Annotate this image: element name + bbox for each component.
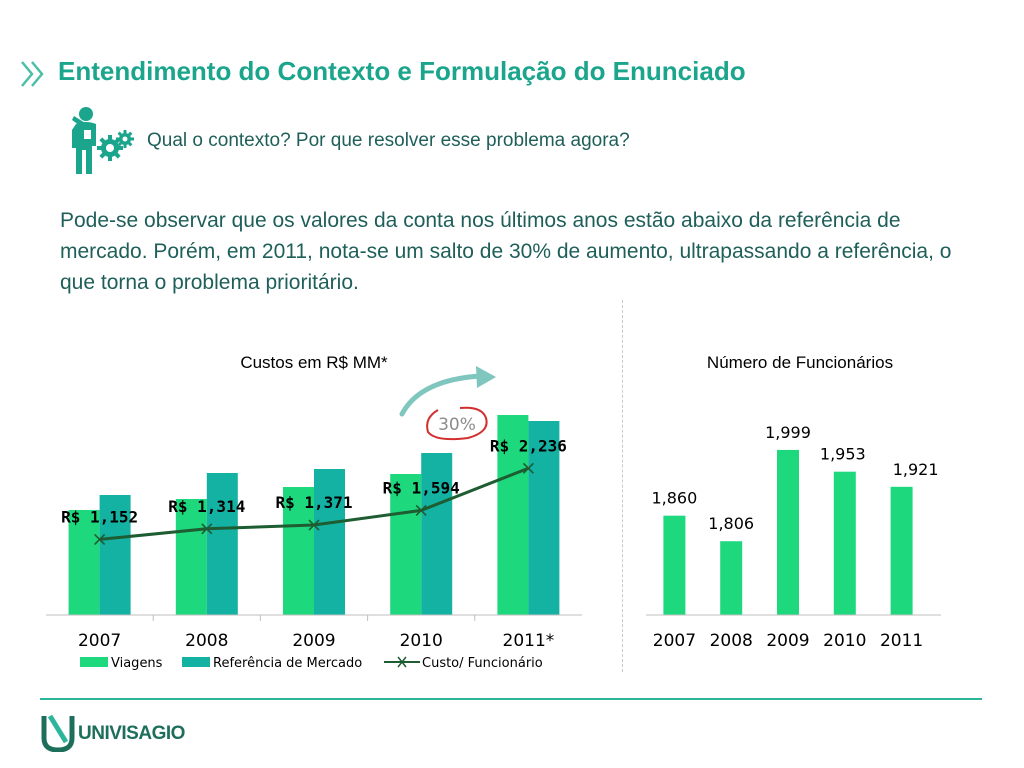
x-tick-label: 2011* (503, 631, 555, 651)
bar-referencia-2007 (99, 495, 131, 615)
employees-chart: Número de Funcionários 1,860 1,806 1,999 1,… (646, 353, 941, 651)
data-label-funcionarios: 1,953 (820, 445, 866, 464)
bar-funcionarios-2009 (777, 449, 799, 615)
double-chevron-icon (21, 61, 44, 87)
legend-swatch-viagens (80, 657, 108, 667)
custo-point-marker (308, 519, 320, 531)
x-tick-label: 2009 (292, 631, 335, 651)
bar-viagens-2010 (390, 474, 422, 615)
trend-arrow-icon (399, 373, 483, 417)
x-tick-label: 2008 (185, 631, 228, 651)
employees-chart-title: Número de Funcionários (707, 353, 893, 372)
bar-funcionarios-2010 (833, 471, 856, 615)
data-label-custo: R$ 1,594 (383, 478, 460, 497)
bar-referencia-2009 (314, 469, 345, 615)
page-title: Entendimento do Contexto e Formulação do… (58, 56, 746, 86)
data-label-custo: R$ 1,152 (61, 507, 138, 526)
custo-point-marker (415, 504, 427, 516)
chart-divider (622, 300, 623, 672)
data-label-custo: R$ 2,236 (490, 436, 567, 455)
x-tick-label: 2009 (766, 631, 809, 651)
bar-referencia-2008 (206, 473, 238, 615)
data-label-funcionarios: 1,806 (708, 514, 754, 533)
bar-funcionarios-2008 (720, 541, 743, 615)
x-tick-label: 2008 (710, 631, 753, 651)
bar-funcionarios-2007 (663, 515, 686, 615)
x-tick-label: 2007 (653, 631, 696, 651)
custo-point-marker (201, 523, 213, 535)
annotation-30-percent: 30% (438, 415, 476, 435)
univisagio-logo-icon (41, 714, 75, 752)
data-label-funcionarios: 1,860 (651, 489, 697, 508)
custo-point-marker (94, 533, 106, 545)
costs-chart-title: Custos em R$ MM* (240, 353, 388, 372)
data-label-custo: R$ 1,371 (275, 493, 352, 512)
context-paragraph: Pode-se observar que os valores da conta… (60, 209, 952, 294)
footer-divider (40, 698, 982, 700)
person-gears-icon (72, 107, 134, 174)
legend-label-viagens: Viagens (111, 656, 163, 671)
data-label-funcionarios: 1,921 (893, 460, 939, 479)
data-label-funcionarios: 1,999 (765, 423, 811, 442)
x-tick-label: 2011 (880, 631, 923, 651)
bar-funcionarios-2011 (890, 486, 913, 615)
bar-viagens-2011 (497, 415, 529, 615)
x-tick-label: 2007 (78, 631, 121, 651)
custo-point-marker (522, 462, 534, 474)
costs-chart: Custos em R$ MM* R$ 1,152 R$ 1,314 R$ 1,37… (46, 353, 582, 671)
annotation-circle (426, 406, 488, 441)
section-question: Qual o contexto? Por que resolver esse p… (147, 130, 630, 151)
bar-viagens-2009 (283, 487, 314, 615)
x-tick-label: 2010 (400, 631, 443, 651)
legend-label-custo: Custo/ Funcionário (422, 656, 543, 671)
legend-swatch-referencia (182, 657, 210, 667)
logo-text: UNIVISAGIO (78, 723, 185, 744)
legend-label-referencia: Referência de Mercado (213, 656, 362, 671)
bar-viagens-2007 (68, 510, 100, 615)
costs-legend: Viagens Referência de Mercado Custo/ Fun… (80, 656, 543, 671)
bar-viagens-2008 (175, 499, 207, 615)
bar-referencia-2011 (528, 421, 560, 615)
x-tick-label: 2010 (823, 631, 866, 651)
bar-referencia-2010 (421, 453, 453, 615)
data-label-custo: R$ 1,314 (168, 497, 245, 516)
